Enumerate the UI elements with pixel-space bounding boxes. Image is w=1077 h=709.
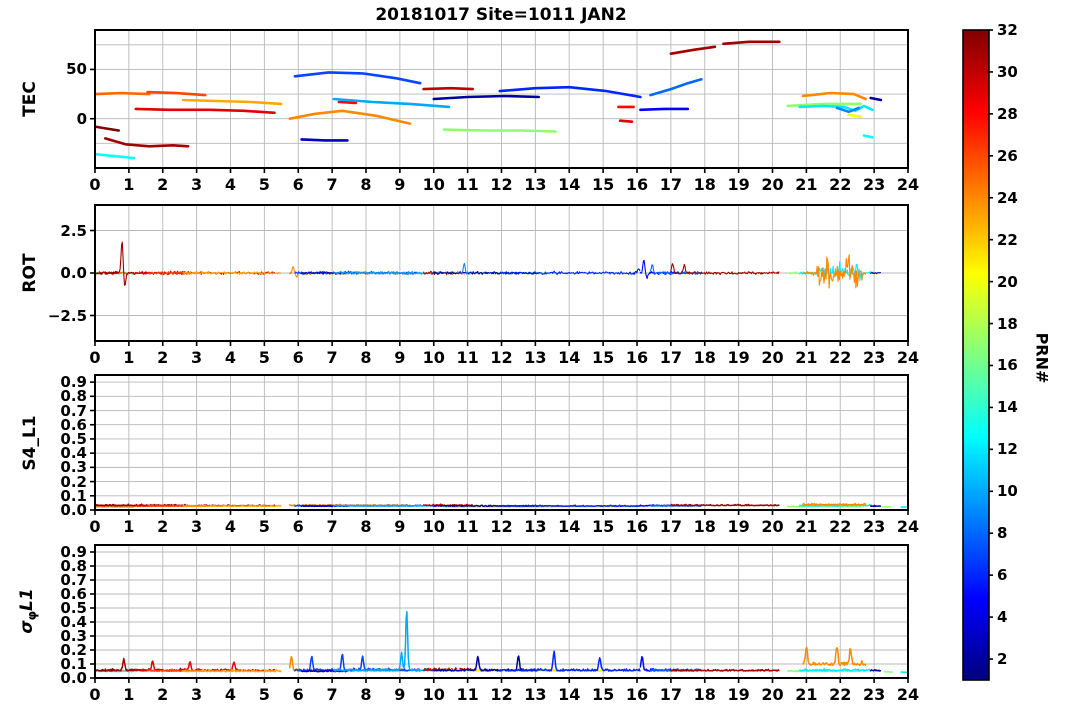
ylabel-sigma-phi-l1: σφL1 (17, 588, 39, 633)
phi-subscript: φ (25, 611, 40, 621)
ylabel-rot: ROT (20, 253, 40, 293)
chart-title: 20181017 Site=1011 JAN2 (375, 5, 627, 25)
ylabel-tec: TEC (20, 81, 40, 117)
sigma-label-rest: L1 (16, 588, 37, 612)
sigma-symbol: σ (16, 620, 37, 634)
colorbar-label: PRN# (1032, 332, 1052, 384)
ylabel-s4-l1: S4_L1 (20, 415, 40, 471)
